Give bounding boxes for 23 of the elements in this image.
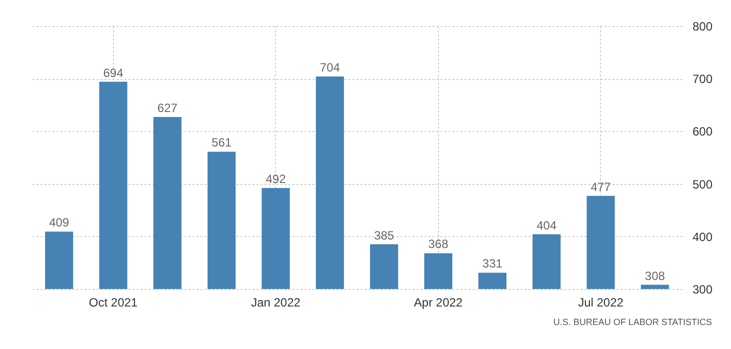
data-label: 627 [157,101,178,115]
x-tick-label: Jan 2022 [251,296,301,310]
data-label: 409 [49,216,70,230]
y-tick-label: 600 [692,124,713,139]
text: U.S. BUREAU OF LABOR STATISTICS [553,317,712,327]
data-label: 704 [320,60,340,74]
y-tick-label: 300 [692,282,713,296]
data-label: 492 [266,172,286,186]
data-label: 385 [374,228,394,242]
y-tick-label: 400 [692,230,713,244]
y-tick-label: 500 [692,177,713,192]
x-tick-label: Oct 2021 [88,296,138,310]
x-tick-label: Jul 2022 [578,296,624,310]
y-tick-label: 700 [692,72,713,86]
data-label: 477 [590,180,612,194]
y-tick-label: 800 [692,20,713,34]
data-label: 368 [428,237,449,252]
data-label: 308 [644,268,666,283]
x-tick-label: Apr 2022 [414,296,463,310]
data-label: 694 [103,66,124,80]
data-label: 561 [212,136,232,150]
data-label: 404 [536,218,557,232]
data-label: 331 [482,256,503,271]
